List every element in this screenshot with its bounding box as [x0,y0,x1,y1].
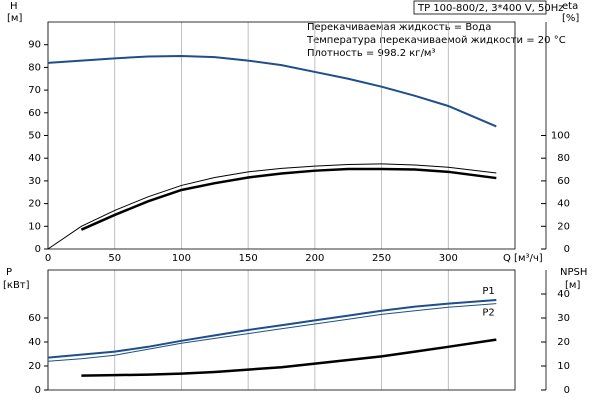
curve-label: P1 [482,286,494,297]
x-label: Q [м³/ч] [503,253,543,264]
y-tick-label: 0 [35,385,41,396]
y-tick-label: 50 [28,131,41,142]
y-tick-label: 10 [28,221,41,232]
y2-tick-label: 20 [557,337,570,348]
curve [47,299,497,359]
curve [80,167,497,231]
note: Плотность = 998.2 кг/м³ [307,48,436,59]
header: TP 100-800/2, 3*400 V, 50Hz [417,3,564,14]
y2-label: eta [562,1,578,12]
y-tick-label: 20 [28,361,41,372]
y2-tick-label: 0 [564,385,570,396]
y2-tick-label: 40 [557,289,570,300]
plot-frame [47,21,516,250]
y2-tick-label: 80 [557,153,570,164]
y-label: P [6,267,12,278]
y2-label: NPSH [560,267,587,278]
y-label: H [10,1,18,12]
curve [47,303,497,362]
y-tick-label: 40 [28,337,41,348]
y-unit: [м] [7,13,22,24]
y-tick-label: 60 [28,108,41,119]
curve [47,163,497,250]
y-tick-label: 0 [35,244,41,255]
x-tick-label: 50 [108,253,121,264]
y2-unit: [%] [562,13,579,24]
curve [47,55,497,128]
x-tick-label: 200 [305,253,324,264]
plot-frame [47,269,516,391]
curve-label: P2 [482,308,494,319]
y-tick-label: 80 [28,62,41,73]
x-tick-label: 0 [45,253,51,264]
y2-tick-label: 100 [551,131,570,142]
x-tick-label: 300 [439,253,458,264]
x-tick-label: 100 [172,253,191,264]
y-tick-label: 40 [28,153,41,164]
note: Перекачиваемая жидкость = Вода [307,22,491,33]
y2-tick-label: 20 [557,221,570,232]
y-tick-label: 60 [28,313,41,324]
y-unit: [кВт] [3,280,30,291]
y2-tick-label: 0 [564,244,570,255]
curve [81,338,497,377]
y2-unit: [м] [565,280,580,291]
y2-tick-label: 10 [557,361,570,372]
y-tick-label: 20 [28,199,41,210]
y-tick-label: 30 [28,176,41,187]
y-tick-label: 90 [28,40,41,51]
header-box [413,0,547,15]
y2-tick-label: 30 [557,313,570,324]
y2-tick-label: 40 [557,199,570,210]
y2-tick-label: 60 [557,176,570,187]
y-tick-label: 70 [28,85,41,96]
x-tick-label: 150 [239,253,258,264]
note: Температура перекачиваемой жидкости = 20… [306,35,566,46]
x-tick-label: 250 [372,253,391,264]
